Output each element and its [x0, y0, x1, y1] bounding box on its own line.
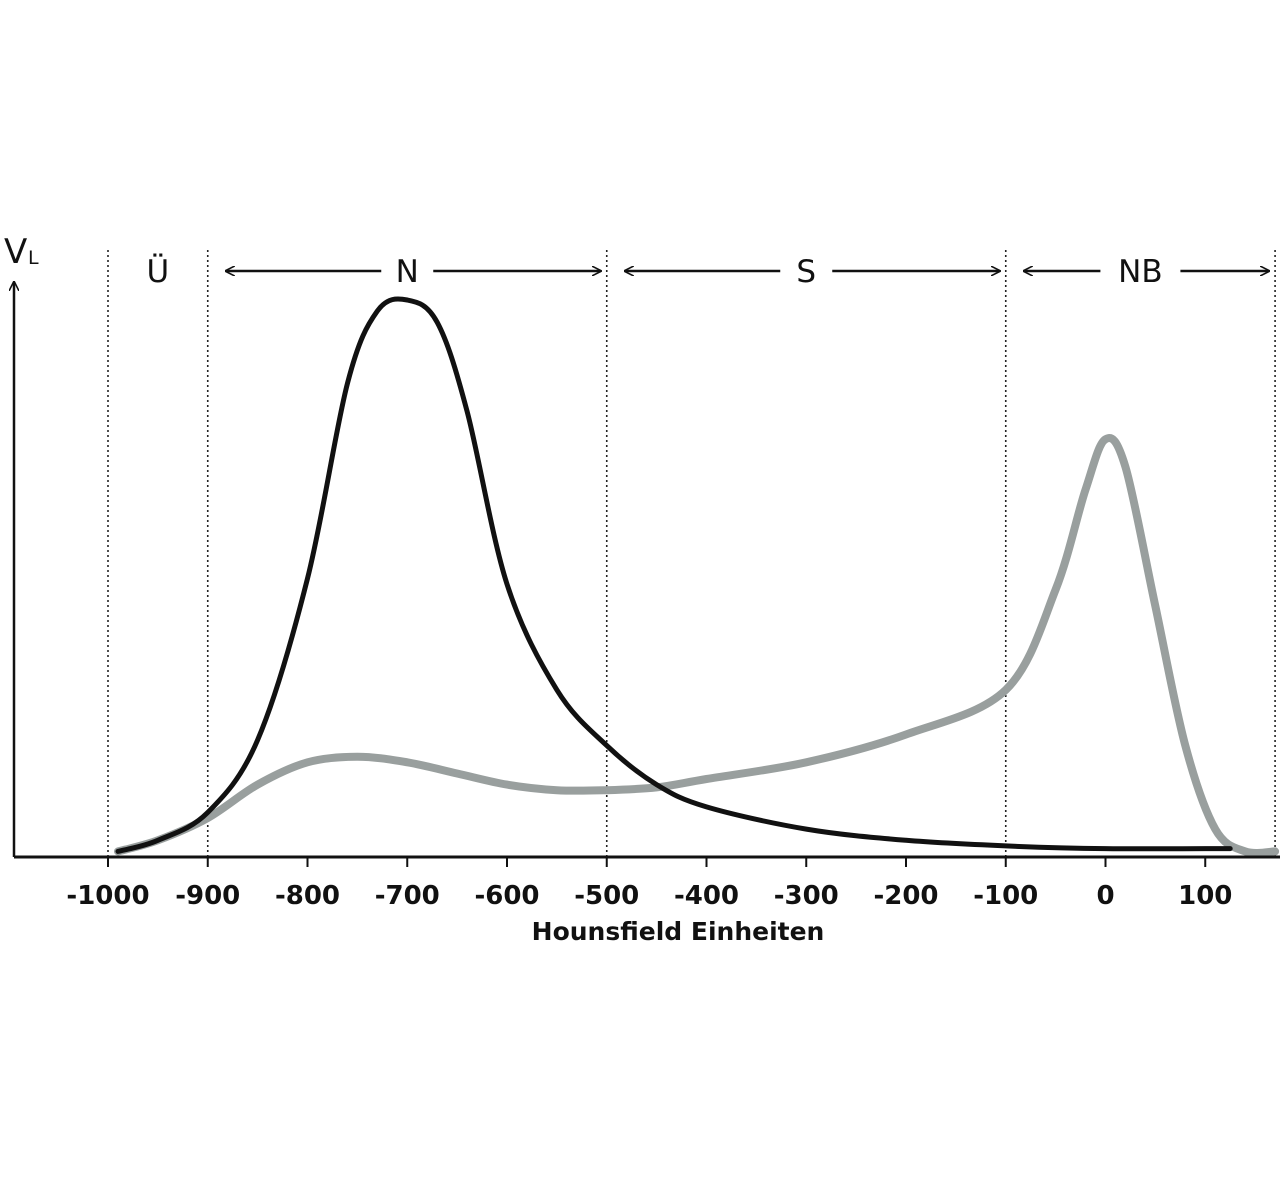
region-label: Ü — [147, 253, 170, 290]
region-label: NB — [1118, 254, 1162, 290]
series-lines — [114, 296, 1280, 858]
x-tick-label: -600 — [474, 881, 539, 911]
x-tick-label: -900 — [175, 881, 240, 911]
series-line-2 — [114, 434, 1280, 858]
x-tick-label: -1000 — [66, 881, 149, 911]
region-label: N — [396, 254, 419, 290]
x-tick-label: -300 — [774, 881, 839, 911]
x-tick-label: -200 — [873, 881, 938, 911]
x-tick-label: -100 — [973, 881, 1038, 911]
x-tick-label: 100 — [1178, 881, 1232, 911]
x-ticks: -1000 -900 -800 -700 -600 -500 -400 -300 -200 -10… — [66, 857, 1232, 911]
x-axis-label: Hounsfield Einheiten — [532, 917, 825, 946]
y-axis-label-subscript: L — [28, 247, 39, 269]
x-tick-label: -800 — [275, 881, 340, 911]
region-label: S — [796, 254, 816, 290]
series-line-1 — [115, 296, 1233, 854]
x-tick-label: -700 — [375, 881, 440, 911]
region-boundaries — [107, 250, 1276, 857]
y-axis-label: V — [4, 232, 27, 272]
x-tick-label: 0 — [1096, 881, 1114, 911]
axes — [14, 282, 1280, 859]
region-annotations: Ü N S NB — [147, 253, 1270, 290]
x-tick-label: -500 — [574, 881, 639, 911]
x-tick-label: -400 — [674, 881, 739, 911]
